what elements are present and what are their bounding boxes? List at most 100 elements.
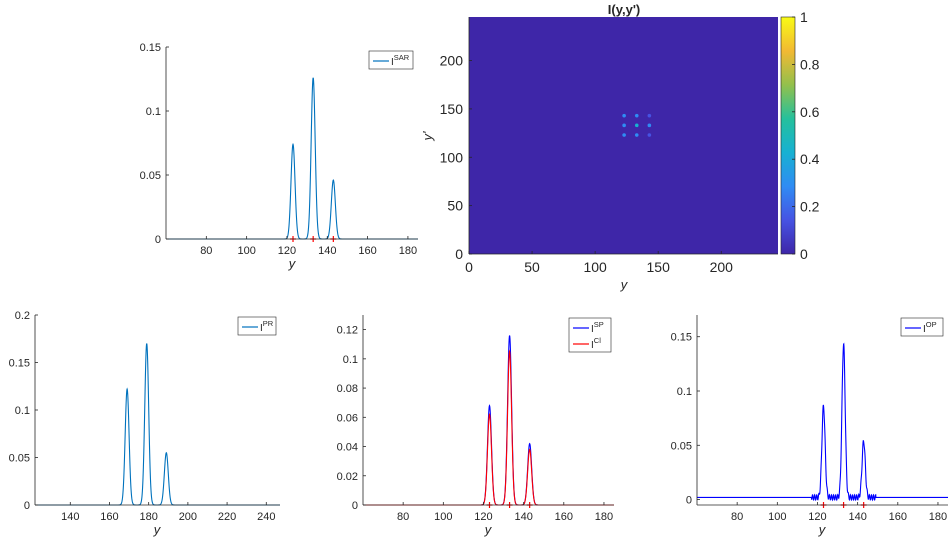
panel-sar: 80 100 120 140 160 180 0 0.05 0.1 0.15 y ISAR: [140, 42, 418, 271]
sar-y-tick-label: 0: [155, 234, 161, 246]
colorbar-ticks: 0 0.2 0.4 0.6 0.8 1: [792, 9, 820, 262]
image-y-tick-label: 200: [440, 53, 464, 69]
sp-y-tick-label: 0.06: [337, 412, 358, 424]
sp-legend-box: [568, 317, 612, 353]
sar-ticks: 80 100 120 140 160 180 0 0.05 0.1 0.15: [140, 42, 418, 257]
op-y-tick-label: 0.05: [671, 440, 692, 452]
image-y-label: y': [420, 131, 435, 142]
image-y-tick-label: 50: [447, 198, 463, 214]
pr-x-tick-label: 140: [61, 511, 79, 523]
image-spot: [634, 123, 639, 128]
pr-y-tick-label: 0.2: [15, 310, 30, 322]
sp-x-tick-label: 120: [474, 511, 492, 523]
sp-legend-label-cl: ICl: [591, 336, 601, 351]
sar-series-line-sar: [166, 77, 418, 240]
op-y-tick-label: 0.1: [677, 386, 692, 398]
panel-pr: 140 160 180 200 220 240 0 0.05 0.1 0.15 0.2 y IPR: [9, 310, 280, 537]
pr-y-tick-label: 0.1: [15, 405, 30, 417]
op-y-tick-label: 0.15: [671, 332, 692, 344]
pr-x-tick-label: 200: [179, 511, 197, 523]
colorbar-tick-label: 0.6: [800, 104, 820, 120]
pr-y-tick-label: 0: [24, 500, 30, 512]
image-x-tick-label: 150: [647, 259, 671, 275]
image-spot: [647, 113, 652, 118]
sp-legend-label-sp: ISP: [591, 320, 604, 335]
image-x-tick-label: 200: [710, 259, 734, 275]
sp-y-tick-label: 0.02: [337, 471, 358, 483]
pr-ticks: 140 160 180 200 220 240 0 0.05 0.1 0.15 0.2: [9, 310, 276, 523]
sar-x-tick-label: 80: [200, 245, 212, 257]
panel-sp: 80 100 120 140 160 180 0 0.02 0.04 0.06 0.08 0.1 0.1…: [337, 315, 614, 537]
sp-y-tick-label: 0.08: [337, 383, 358, 395]
op-y-tick-label: 0: [686, 495, 692, 507]
sp-y-tick-label: 0.1: [343, 354, 358, 366]
sp-y-tick-label: 0: [352, 500, 358, 512]
sp-y-tick-label: 0.04: [337, 442, 358, 454]
image-spot: [622, 113, 626, 118]
op-x-label: y: [818, 522, 827, 537]
image-x-label: y: [620, 277, 629, 292]
op-series-line-op: [697, 342, 948, 502]
op-x-tick-label: 120: [808, 511, 826, 523]
image-ticks: 0 50 100 150 200 0 50 100 150 200: [440, 53, 733, 275]
colorbar-tick-label: 1: [800, 9, 808, 25]
sar-plot-area: [166, 77, 418, 242]
sar-legend-box: [368, 50, 414, 70]
image-spot: [634, 113, 639, 118]
colorbar-tick-label: 0.4: [800, 151, 820, 167]
op-x-tick-label: 100: [768, 511, 786, 523]
colorbar: [780, 16, 796, 255]
pr-y-tick-label: 0.05: [9, 453, 30, 465]
image-spot: [634, 133, 639, 137]
pr-series-line-pr: [35, 343, 280, 506]
image-x-tick-label: 100: [583, 259, 607, 275]
sar-y-tick-label: 0.15: [140, 42, 161, 54]
sp-x-tick-label: 180: [595, 511, 613, 523]
image-spot: [622, 133, 626, 137]
pr-x-tick-label: 180: [140, 511, 158, 523]
image-title: I(y,y'): [608, 2, 640, 17]
sp-legend: ISP ICl: [568, 317, 612, 353]
pr-plot-area: [35, 343, 280, 506]
op-legend-box: [900, 317, 944, 337]
op-legend: IOP: [900, 317, 944, 337]
image-x-tick-label: 50: [524, 259, 540, 275]
op-plot-area: [697, 342, 948, 508]
colorbar-tick-label: 0.8: [800, 56, 820, 72]
sp-series-line-cl: [363, 349, 614, 506]
op-x-tick-label: 80: [731, 511, 743, 523]
op-legend-label: IOP: [923, 320, 937, 335]
image-spot: [622, 123, 626, 128]
sar-y-tick-label: 0.05: [140, 170, 161, 182]
op-x-tick-label: 160: [889, 511, 907, 523]
sp-x-label: y: [484, 522, 493, 537]
op-ticks: 80 100 120 140 160 180 0 0.05 0.1 0.15: [671, 332, 948, 523]
panel-op: 80 100 120 140 160 180 0 0.05 0.1 0.15 y IOP: [671, 315, 948, 537]
image-y-tick-label: 150: [440, 101, 464, 117]
sp-plot-area: [363, 335, 614, 508]
pr-x-label: y: [153, 522, 162, 537]
sar-legend-label: ISAR: [391, 53, 410, 68]
pr-legend-box: [237, 316, 277, 336]
pr-legend-label: IPR: [260, 319, 274, 334]
sar-x-tick-label: 120: [278, 245, 296, 257]
pr-x-tick-label: 220: [218, 511, 236, 523]
colorbar-tick-label: 0.2: [800, 199, 820, 215]
sar-x-tick-label: 160: [358, 245, 376, 257]
sp-x-tick-label: 140: [514, 511, 532, 523]
sar-y-tick-label: 0.1: [146, 106, 161, 118]
image-spots: [622, 113, 652, 137]
sar-x-tick-label: 140: [318, 245, 336, 257]
sar-legend: ISAR: [368, 50, 414, 70]
pr-x-tick-label: 240: [257, 511, 275, 523]
image-x-tick-label: 0: [465, 259, 473, 275]
image-y-tick-label: 0: [455, 246, 463, 262]
sp-ticks: 80 100 120 140 160 180 0 0.02 0.04 0.06 0.08 0.1 0.1…: [337, 325, 614, 523]
op-x-tick-label: 180: [929, 511, 947, 523]
op-x-tick-label: 140: [848, 511, 866, 523]
sp-y-tick-label: 0.12: [337, 325, 358, 337]
image-spot: [647, 133, 652, 137]
colorbar-tick-label: 0: [800, 246, 808, 262]
